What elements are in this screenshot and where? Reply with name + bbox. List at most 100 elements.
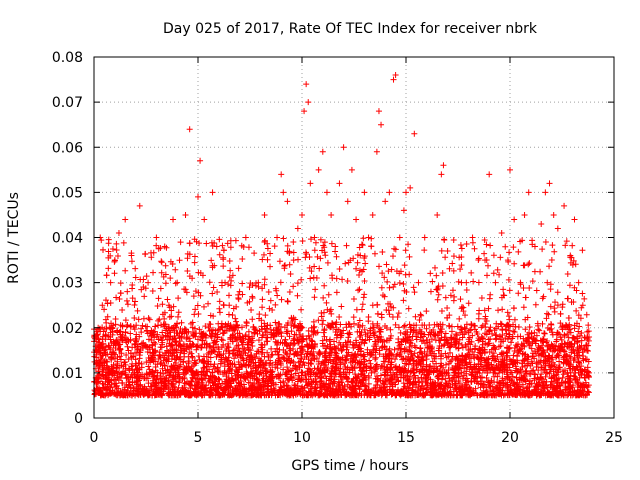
- data-point: [386, 284, 393, 291]
- data-point: [438, 307, 445, 314]
- data-point: [428, 389, 435, 396]
- data-point: [264, 378, 271, 385]
- data-point: [268, 382, 275, 389]
- data-point: [463, 368, 470, 375]
- data-point: [449, 260, 456, 267]
- data-point: [391, 245, 398, 252]
- data-point: [210, 284, 217, 291]
- data-point: [104, 313, 111, 320]
- data-point: [319, 321, 326, 328]
- data-point: [533, 332, 540, 339]
- data-point: [173, 339, 180, 346]
- data-point: [423, 325, 430, 332]
- data-point: [491, 367, 498, 374]
- data-point: [284, 322, 291, 329]
- data-point: [580, 346, 587, 353]
- data-point: [351, 320, 358, 327]
- data-point: [301, 362, 308, 369]
- data-point: [447, 334, 454, 341]
- data-point: [209, 391, 216, 398]
- data-point: [177, 239, 184, 246]
- data-point: [352, 374, 359, 381]
- data-point: [174, 353, 181, 360]
- data-point: [447, 349, 454, 356]
- data-point: [138, 325, 145, 332]
- data-point: [298, 276, 305, 283]
- data-point: [261, 237, 268, 244]
- data-point: [442, 294, 449, 301]
- data-point: [535, 346, 542, 353]
- data-point: [400, 380, 407, 387]
- data-point: [220, 351, 227, 358]
- data-point: [271, 333, 278, 340]
- data-point: [227, 267, 234, 274]
- data-point: [500, 286, 507, 293]
- data-point: [551, 248, 558, 255]
- data-point: [198, 334, 205, 341]
- data-point: [368, 235, 375, 242]
- data-point: [542, 362, 549, 369]
- data-point: [362, 260, 369, 267]
- data-point: [287, 341, 294, 348]
- data-point: [184, 334, 191, 341]
- data-point: [556, 358, 563, 365]
- data-point: [352, 337, 359, 344]
- data-point: [425, 374, 432, 381]
- data-point: [526, 324, 533, 331]
- data-point: [548, 256, 555, 263]
- data-point: [397, 341, 404, 348]
- data-point: [322, 252, 329, 259]
- data-point: [224, 361, 231, 368]
- data-point: [549, 242, 556, 249]
- data-point: [110, 338, 117, 345]
- data-point: [506, 376, 513, 383]
- data-point: [189, 374, 196, 381]
- data-point: [297, 349, 304, 356]
- data-point: [216, 236, 223, 243]
- data-point: [473, 329, 480, 336]
- data-point: [136, 333, 143, 340]
- data-point: [177, 361, 184, 368]
- data-point: [374, 334, 381, 341]
- data-point: [361, 253, 368, 260]
- data-point: [336, 313, 343, 320]
- data-point: [568, 341, 575, 348]
- data-point: [544, 343, 551, 350]
- data-point: [565, 295, 572, 302]
- data-point: [207, 391, 214, 398]
- data-point: [148, 249, 155, 256]
- data-point: [195, 383, 202, 390]
- data-point: [248, 356, 255, 363]
- data-point: [288, 315, 295, 322]
- data-point: [125, 338, 132, 345]
- data-point: [520, 284, 527, 291]
- data-point: [496, 271, 503, 278]
- data-point: [118, 362, 125, 369]
- data-point: [445, 383, 452, 390]
- data-point: [377, 337, 384, 344]
- data-point: [505, 322, 512, 329]
- data-point: [311, 323, 318, 330]
- data-point: [149, 369, 156, 376]
- data-point: [109, 328, 116, 335]
- data-point: [269, 351, 276, 358]
- data-point: [317, 255, 324, 262]
- data-point: [417, 387, 424, 394]
- data-point: [291, 362, 298, 369]
- data-point: [356, 244, 363, 251]
- data-point: [520, 335, 527, 342]
- data-point: [142, 341, 149, 348]
- data-point: [400, 297, 407, 304]
- data-point: [161, 350, 168, 357]
- data-point: [365, 318, 372, 325]
- data-point: [321, 333, 328, 340]
- data-point: [284, 382, 291, 389]
- data-point: [392, 356, 399, 363]
- data-point: [298, 355, 305, 362]
- data-point: [313, 378, 320, 385]
- data-point: [200, 303, 207, 310]
- data-point: [491, 373, 498, 380]
- data-point: [228, 370, 235, 377]
- data-point: [531, 268, 538, 275]
- data-point: [338, 347, 345, 354]
